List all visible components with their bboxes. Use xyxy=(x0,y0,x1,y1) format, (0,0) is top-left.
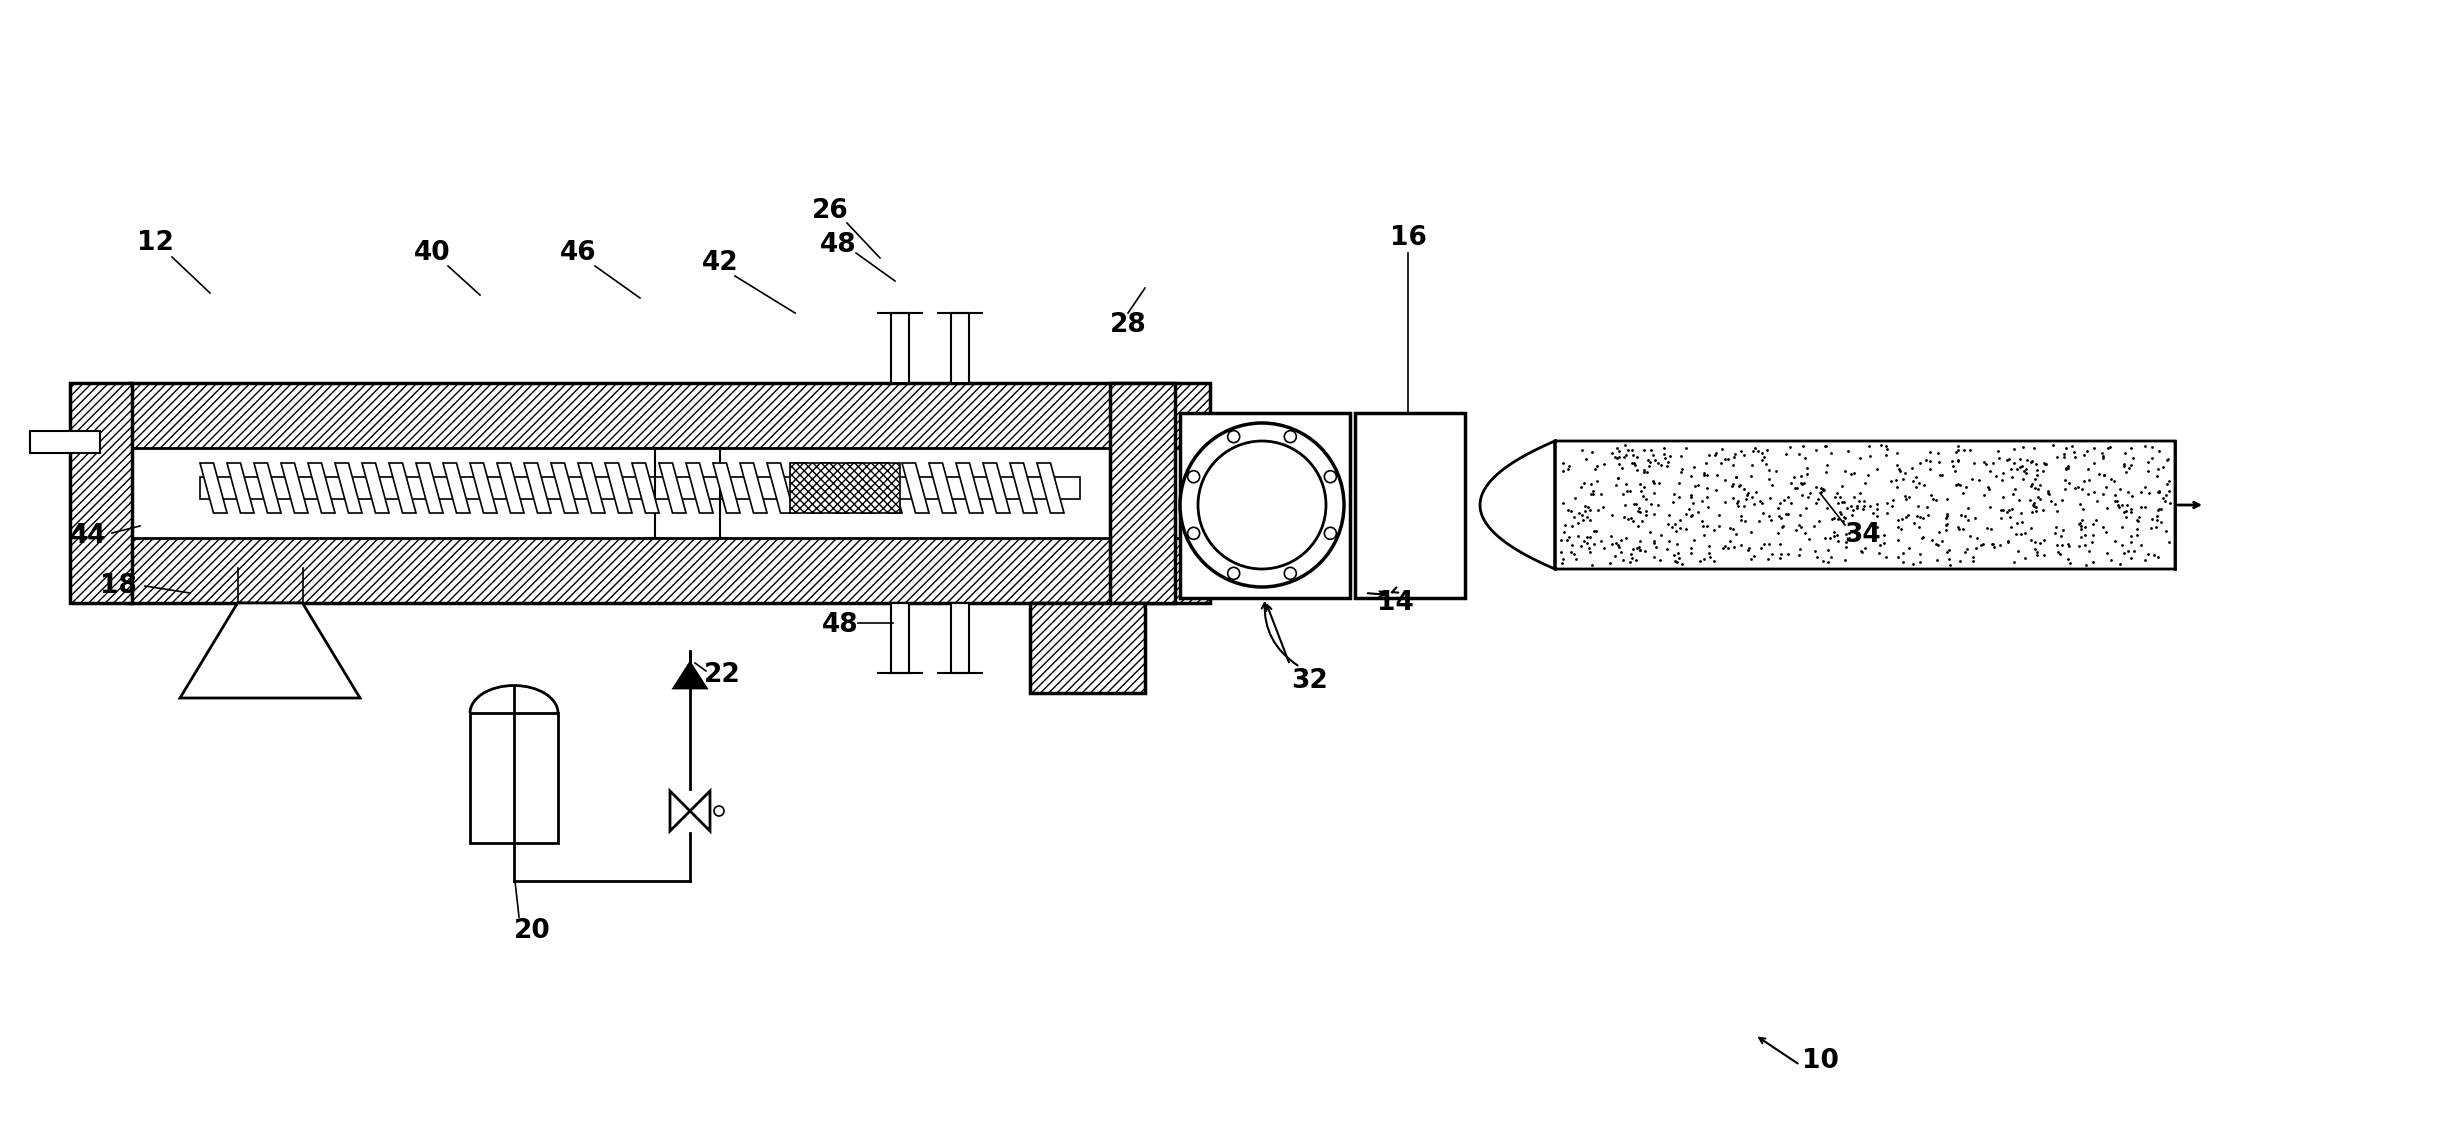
Polygon shape xyxy=(390,463,417,513)
Bar xyxy=(951,603,968,673)
Text: 20: 20 xyxy=(514,918,551,944)
Bar xyxy=(471,713,558,843)
Bar xyxy=(129,383,1209,448)
Text: 48: 48 xyxy=(819,232,856,258)
Polygon shape xyxy=(497,463,524,513)
Polygon shape xyxy=(685,463,712,513)
Polygon shape xyxy=(471,463,497,513)
Circle shape xyxy=(1187,470,1199,483)
Text: 22: 22 xyxy=(705,662,741,688)
Polygon shape xyxy=(658,463,685,513)
Circle shape xyxy=(1229,568,1239,579)
Circle shape xyxy=(1197,441,1326,569)
Circle shape xyxy=(714,806,724,816)
Polygon shape xyxy=(200,463,227,513)
Bar xyxy=(890,603,909,673)
Polygon shape xyxy=(929,463,956,513)
Bar xyxy=(1180,414,1351,598)
Circle shape xyxy=(1324,527,1336,539)
Polygon shape xyxy=(768,463,795,513)
Text: 34: 34 xyxy=(1843,522,1880,548)
Bar xyxy=(890,313,909,383)
Text: 42: 42 xyxy=(702,250,739,276)
Polygon shape xyxy=(578,463,605,513)
Circle shape xyxy=(1324,470,1336,483)
Polygon shape xyxy=(795,463,822,513)
Polygon shape xyxy=(902,463,929,513)
Text: 44: 44 xyxy=(71,523,107,550)
Polygon shape xyxy=(631,463,658,513)
Polygon shape xyxy=(444,463,471,513)
Circle shape xyxy=(1187,527,1199,539)
Polygon shape xyxy=(334,463,361,513)
Text: 48: 48 xyxy=(822,612,858,638)
Bar xyxy=(71,383,132,603)
Polygon shape xyxy=(956,463,983,513)
Text: 28: 28 xyxy=(1109,312,1146,338)
Bar xyxy=(29,431,100,453)
Polygon shape xyxy=(741,463,768,513)
Polygon shape xyxy=(848,463,875,513)
Bar xyxy=(129,383,1209,603)
Polygon shape xyxy=(712,463,741,513)
Text: 16: 16 xyxy=(1390,225,1426,252)
Polygon shape xyxy=(983,463,1009,513)
Polygon shape xyxy=(307,463,334,513)
Polygon shape xyxy=(1036,463,1063,513)
Polygon shape xyxy=(361,463,390,513)
Polygon shape xyxy=(280,463,307,513)
Polygon shape xyxy=(1009,463,1036,513)
Polygon shape xyxy=(417,463,444,513)
Text: 10: 10 xyxy=(1802,1048,1838,1074)
Bar xyxy=(1029,603,1146,693)
Polygon shape xyxy=(670,791,709,830)
Text: 46: 46 xyxy=(561,240,597,266)
Text: 14: 14 xyxy=(1377,590,1414,616)
Circle shape xyxy=(1285,431,1297,443)
Polygon shape xyxy=(524,463,551,513)
Bar xyxy=(200,477,1080,499)
Circle shape xyxy=(1285,568,1297,579)
Text: 40: 40 xyxy=(414,240,451,266)
Text: 18: 18 xyxy=(100,573,137,599)
Text: 32: 32 xyxy=(1292,668,1329,695)
Bar xyxy=(1029,603,1146,693)
Bar xyxy=(129,538,1209,603)
Polygon shape xyxy=(875,463,902,513)
Text: 12: 12 xyxy=(137,230,173,256)
Polygon shape xyxy=(551,463,578,513)
Polygon shape xyxy=(227,463,254,513)
Polygon shape xyxy=(180,603,361,698)
Bar xyxy=(1356,414,1465,598)
Polygon shape xyxy=(254,463,280,513)
Bar xyxy=(1109,383,1175,603)
Circle shape xyxy=(1229,431,1239,443)
Polygon shape xyxy=(1480,441,2175,569)
Polygon shape xyxy=(673,663,707,688)
Circle shape xyxy=(1180,423,1343,587)
Polygon shape xyxy=(605,463,631,513)
Text: 26: 26 xyxy=(812,198,848,224)
Bar xyxy=(1109,383,1175,603)
Polygon shape xyxy=(822,463,848,513)
Bar xyxy=(71,383,132,603)
Bar xyxy=(951,313,968,383)
Bar xyxy=(790,463,900,513)
